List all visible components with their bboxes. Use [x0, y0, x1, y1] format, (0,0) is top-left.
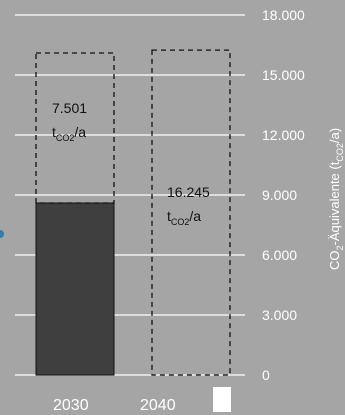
y-tick-label-6: 18.000 — [262, 7, 305, 23]
y-tick-label-0: 0 — [262, 367, 270, 383]
x-category-2040: 2040 — [140, 397, 176, 414]
y-tick-label-3: 9.000 — [262, 187, 297, 203]
y-tick-label-2: 6.000 — [262, 247, 297, 263]
x-category-2030: 2030 — [53, 397, 89, 414]
annotation-value-2030: 7.501 — [52, 100, 87, 116]
bar-dashed-2030 — [35, 52, 115, 204]
y-tick-label-1: 3.000 — [262, 307, 297, 323]
y-tick-label-5: 15.000 — [262, 67, 305, 83]
bar-dashed-2040 — [151, 49, 231, 376]
annotation-value-2040: 16.245 — [167, 184, 210, 200]
x-axis-categories: 2030 2040 — [53, 397, 176, 414]
bar-annotations: 7.501 tCO2/a 16.245 tCO2/a — [52, 100, 210, 227]
bar-solid-2030 — [35, 202, 115, 376]
y-axis-label: CO2-Äquivalente (tCO2/a) — [327, 128, 345, 270]
legend-swatch-partial — [213, 387, 231, 412]
annotation-unit-2040: tCO2/a — [167, 208, 201, 227]
bars — [35, 49, 231, 376]
left-edge-marker-partial — [0, 230, 4, 238]
y-axis-title: CO2-Äquivalente (tCO2/a) — [327, 128, 345, 270]
y-tick-label-4: 12.000 — [262, 127, 305, 143]
y-axis-ticks: 0 3.000 6.000 9.000 12.000 15.000 18.000 — [262, 7, 305, 383]
annotation-unit-2030: tCO2/a — [52, 124, 86, 143]
